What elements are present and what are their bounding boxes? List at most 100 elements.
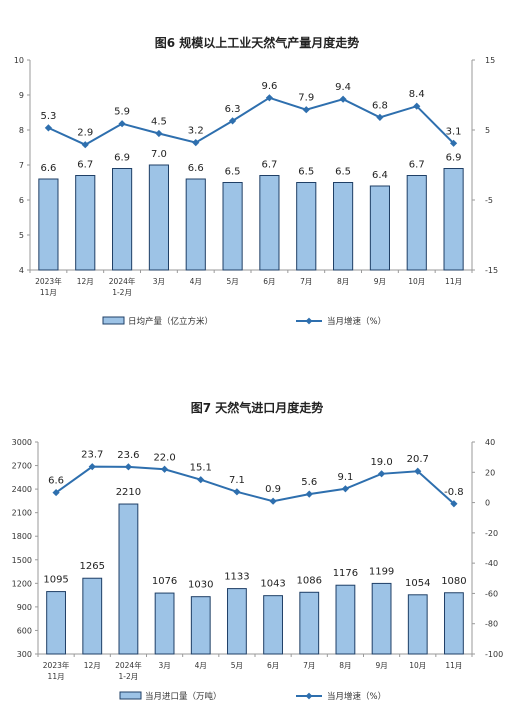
line-point: [81, 141, 89, 149]
x-tick-label: 1-2月: [119, 672, 139, 681]
bar-value-label: 1086: [297, 575, 322, 586]
x-tick-label: 4月: [195, 661, 207, 670]
right-tick-label: 40: [485, 438, 495, 447]
left-tick-label: 6: [19, 196, 24, 205]
bar-value-label: 1199: [369, 566, 394, 577]
bar: [46, 591, 66, 655]
bar-value-label: 1076: [152, 576, 177, 587]
chart-title: 图7 天然气进口月度走势: [191, 400, 324, 415]
x-tick-label: 2023年: [35, 276, 62, 286]
right-tick-label: -60: [485, 589, 498, 598]
bar: [112, 168, 133, 271]
left-tick-label: 300: [17, 650, 32, 659]
x-tick-label: 7月: [300, 277, 312, 286]
growth-rate-line: [55, 465, 455, 505]
right-tick-label: -5: [485, 196, 493, 205]
bar: [75, 175, 96, 271]
x-tick-label: 6月: [267, 661, 279, 670]
line-point: [197, 476, 205, 484]
line-point: [124, 463, 133, 471]
x-tick-label: 5月: [226, 277, 238, 286]
bar-value-label: 6.7: [409, 160, 425, 171]
line-point: [341, 485, 350, 493]
bar: [118, 503, 139, 655]
left-tick-label: 4: [19, 266, 24, 275]
line-point: [302, 106, 310, 114]
line-point: [44, 124, 53, 132]
x-tick-label: 8月: [339, 661, 351, 670]
bar: [259, 175, 280, 271]
growth-rate-line: [48, 96, 455, 146]
x-tick-label: 2023年: [43, 660, 70, 670]
bar-value-label: 1043: [260, 579, 285, 590]
line-value-label: 20.7: [407, 454, 429, 465]
legend-bar-swatch: [102, 316, 125, 325]
x-tick-label: 4月: [190, 277, 202, 286]
left-tick-label: 1200: [12, 579, 32, 588]
line-value-label: 9.6: [261, 81, 277, 92]
bar: [444, 592, 464, 655]
bar-value-label: 6.6: [40, 163, 56, 174]
x-tick-label: 2024年: [109, 276, 136, 286]
x-tick-label: 8月: [337, 277, 349, 286]
line-point: [376, 113, 384, 121]
bar-value-label: 6.5: [225, 167, 241, 178]
bar-value-label: 6.9: [114, 153, 130, 164]
line-value-label: 3.2: [188, 126, 204, 137]
right-tick-label: -40: [485, 559, 498, 568]
line-point: [377, 470, 386, 478]
left-tick-label: 10: [14, 56, 24, 65]
bar-value-label: 6.9: [446, 153, 462, 164]
line-value-label: 5.3: [40, 111, 56, 122]
bar: [406, 175, 427, 271]
bar: [369, 185, 390, 271]
bar-value-label: 6.5: [298, 167, 314, 178]
x-tick-label: 12月: [84, 661, 101, 670]
line-value-label: 23.6: [117, 450, 139, 461]
line-point: [118, 120, 126, 128]
x-tick-label: 11月: [48, 672, 65, 681]
line-point: [339, 95, 347, 103]
line-value-label: 4.5: [151, 117, 167, 128]
left-tick-label: 8: [19, 126, 24, 135]
bar: [371, 582, 392, 655]
line-value-label: 7.1: [229, 475, 245, 486]
bar: [443, 168, 464, 271]
line-value-label: 2.9: [77, 128, 93, 139]
x-tick-label: 10月: [409, 661, 426, 670]
left-tick-label: 2100: [12, 509, 32, 518]
x-tick-label: 11月: [445, 277, 462, 286]
line-point: [414, 467, 422, 475]
bar-value-label: 6.7: [261, 160, 277, 171]
chart-title: 图6 规模以上工业天然气产量月度走势: [155, 35, 360, 50]
bar-value-label: 1176: [333, 568, 358, 579]
line-value-label: 5.6: [301, 477, 317, 488]
line-value-label: 0.9: [265, 484, 281, 495]
legend-bar-label: 当月进口量（万吨）: [145, 691, 222, 702]
bar: [148, 164, 169, 271]
bar: [38, 178, 59, 271]
line-value-label: 23.7: [81, 450, 103, 461]
line-value-label: 5.9: [114, 107, 130, 118]
bar: [222, 182, 243, 271]
left-tick-label: 1500: [12, 556, 32, 565]
bar-value-label: 1095: [43, 575, 68, 586]
x-tick-label: 3月: [158, 661, 170, 670]
legend-line-label: 当月增速（%）: [327, 691, 386, 702]
bar: [185, 178, 206, 271]
left-tick-label: 5: [19, 231, 24, 240]
x-tick-label: 10月: [408, 277, 425, 286]
left-tick-label: 3000: [12, 438, 32, 447]
line-point: [305, 490, 313, 498]
line-point: [192, 139, 200, 147]
right-tick-label: 5: [485, 126, 490, 135]
x-tick-label: 6月: [263, 277, 275, 286]
bar: [263, 595, 283, 655]
bar-value-label: 1030: [188, 580, 213, 591]
bar-value-label: 6.7: [77, 160, 93, 171]
line-point: [52, 488, 60, 497]
right-tick-label: -15: [485, 266, 498, 275]
left-tick-label: 900: [17, 603, 32, 612]
line-value-label: 22.0: [153, 452, 175, 463]
